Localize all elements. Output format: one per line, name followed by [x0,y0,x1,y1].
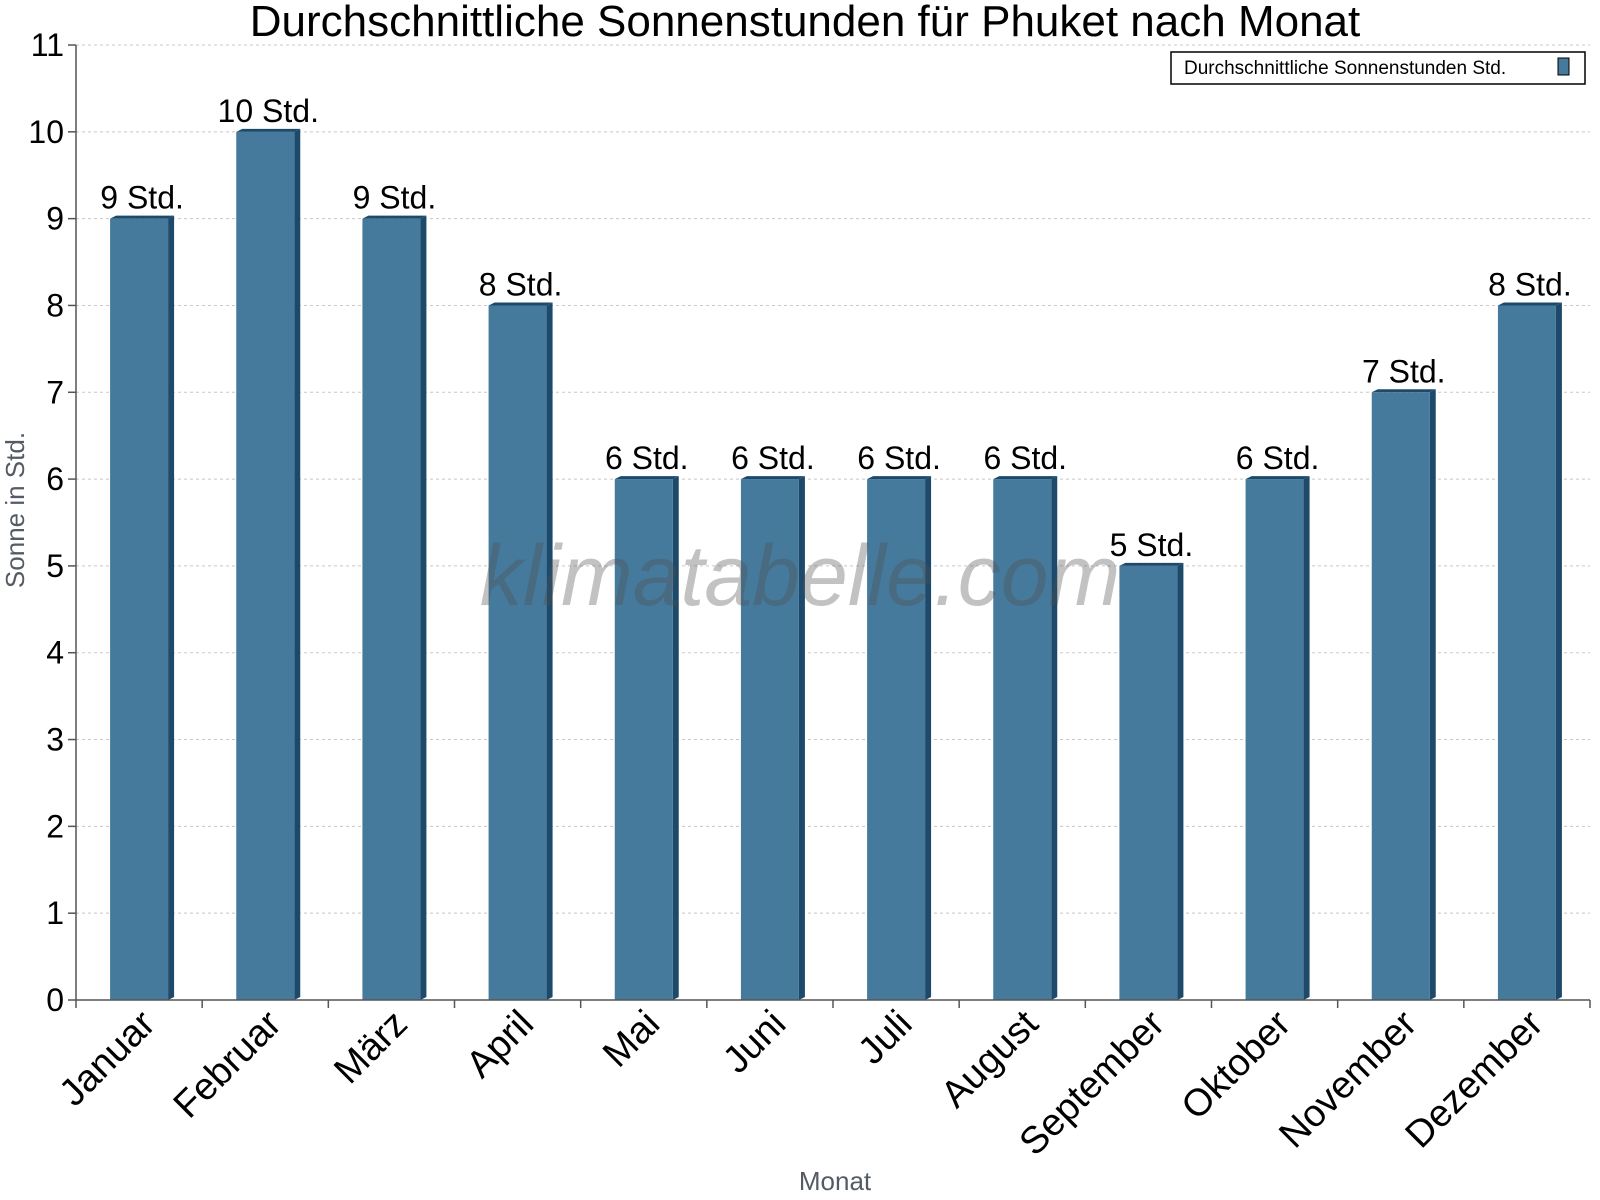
bar-top [1119,562,1184,566]
bar-side [798,476,805,1000]
bars-layer [110,128,1562,1001]
bar-side [294,128,301,1000]
bar-top [614,476,679,480]
data-label: 6 Std. [1236,440,1320,476]
bar [488,302,553,1000]
bar-side [1177,562,1184,1000]
data-label: 6 Std. [857,440,941,476]
y-tick-label: 10 [28,114,64,150]
y-tick-label: 4 [46,635,64,671]
bar-side [672,476,679,1000]
bar [867,476,932,1000]
y-tick-label: 5 [46,548,64,584]
data-label: 9 Std. [353,180,437,216]
bar-side [1555,302,1562,1000]
y-tick-label: 0 [46,982,64,1018]
bar-side [168,215,175,1001]
legend-swatch [1557,57,1570,76]
y-tick-label: 3 [46,722,64,758]
chart-title: Durchschnittliche Sonnenstunden für Phuk… [250,0,1360,46]
bar [236,128,301,1000]
bar-top [1245,476,1310,480]
bar [110,215,175,1001]
legend-label: Durchschnittliche Sonnenstunden Std. [1184,58,1506,79]
data-label: 5 Std. [1110,527,1194,563]
bar-top [1371,389,1436,393]
bar-front [488,305,547,1000]
grid-layer [76,44,1590,914]
bar-side [546,302,553,1000]
y-tick-label: 11 [31,27,64,63]
data-label: 6 Std. [731,440,815,476]
bar [614,476,679,1000]
legend-box [1170,51,1586,85]
bar-front [1245,479,1304,1000]
data-label: 8 Std. [479,266,563,302]
bar-side [420,215,427,1001]
bar [740,476,805,1000]
bar-side [1051,476,1058,1000]
y-tick-label: 8 [46,287,64,323]
bar-front [110,218,169,1001]
y-tick-label: 7 [46,374,64,410]
bar-front [1497,305,1556,1000]
y-tick-label: 2 [46,808,64,844]
bar-front [740,479,799,1000]
bar [1119,562,1184,1000]
bar-top [110,215,175,219]
x-axis-title: Monat [799,1166,872,1196]
bar-side [1303,476,1310,1000]
bar-front [236,131,295,1000]
legend: Durchschnittliche Sonnenstunden Std. [1170,51,1586,85]
bar-front [867,479,926,1000]
data-label: 9 Std. [100,180,184,216]
bar-front [362,218,421,1001]
data-label: 10 Std. [218,93,319,129]
bar-top [362,215,427,219]
bar [993,476,1058,1000]
bar-front [1371,392,1430,1001]
bar-top [236,128,301,132]
bar-top [740,476,805,480]
bar [1497,302,1562,1000]
data-label: 6 Std. [605,440,689,476]
data-labels-layer: 9 Std. 10 Std. 9 Std. 8 Std. 6 Std. 6 Std. 6 S… [100,93,1571,563]
bar-front [614,479,673,1000]
watermark: klimatabelle.com [480,528,1120,624]
bar-top [993,476,1058,480]
bar-top [867,476,932,480]
bar-top [1497,302,1562,306]
bar [1245,476,1310,1000]
y-axis-title: Sonne in Std. [0,432,30,588]
bar-front [993,479,1052,1000]
bar [362,215,427,1001]
data-label: 6 Std. [983,440,1067,476]
bar-front [1119,565,1178,1000]
y-tick-label: 1 [46,895,64,931]
bar-top [488,302,553,306]
data-label: 7 Std. [1362,353,1446,389]
bar [1371,389,1436,1001]
data-label: 8 Std. [1488,266,1572,302]
bar-side [1429,389,1436,1001]
bar-side [925,476,932,1000]
y-tick-label: 9 [46,201,64,237]
y-tick-label: 6 [46,461,64,497]
